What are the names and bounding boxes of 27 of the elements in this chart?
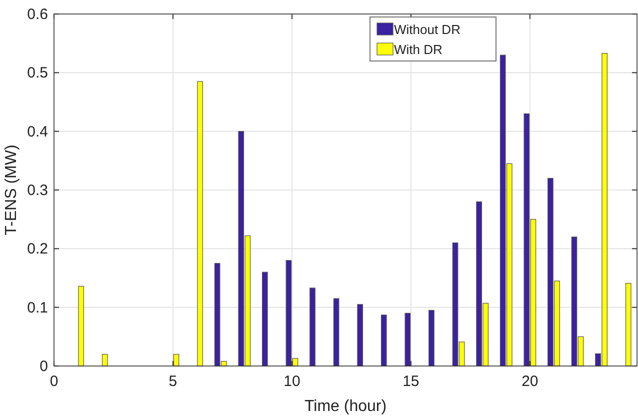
x-tick-label: 5 xyxy=(168,373,178,390)
y-tick-label: 0.4 xyxy=(27,123,48,140)
bar xyxy=(102,354,108,366)
bar xyxy=(380,314,387,366)
y-tick-label: 0.3 xyxy=(27,182,48,199)
legend-label: With DR xyxy=(394,42,442,57)
y-tick-label: 0 xyxy=(40,358,48,375)
bar xyxy=(262,272,268,366)
bar xyxy=(333,298,340,366)
bar xyxy=(428,310,434,366)
x-tick-label: 0 xyxy=(50,373,58,390)
y-tick-label: 0.5 xyxy=(27,64,48,82)
bar xyxy=(197,81,203,366)
y-axis-title: T-ENS (MW) xyxy=(3,144,20,236)
bar xyxy=(78,286,84,366)
x-axis-title: Time (hour) xyxy=(304,398,387,415)
y-tick-label: 0.6 xyxy=(27,6,48,23)
x-tick-label: 10 xyxy=(284,373,300,390)
bar xyxy=(310,288,316,366)
bar xyxy=(404,312,411,366)
legend-label: Without DR xyxy=(394,22,460,37)
x-tick-label: 15 xyxy=(402,373,420,390)
bar xyxy=(357,304,363,366)
x-tick-label: 20 xyxy=(522,373,538,390)
y-tick-label: 0.1 xyxy=(27,299,48,316)
bar xyxy=(625,282,632,366)
y-tick-label: 0.2 xyxy=(27,240,48,258)
